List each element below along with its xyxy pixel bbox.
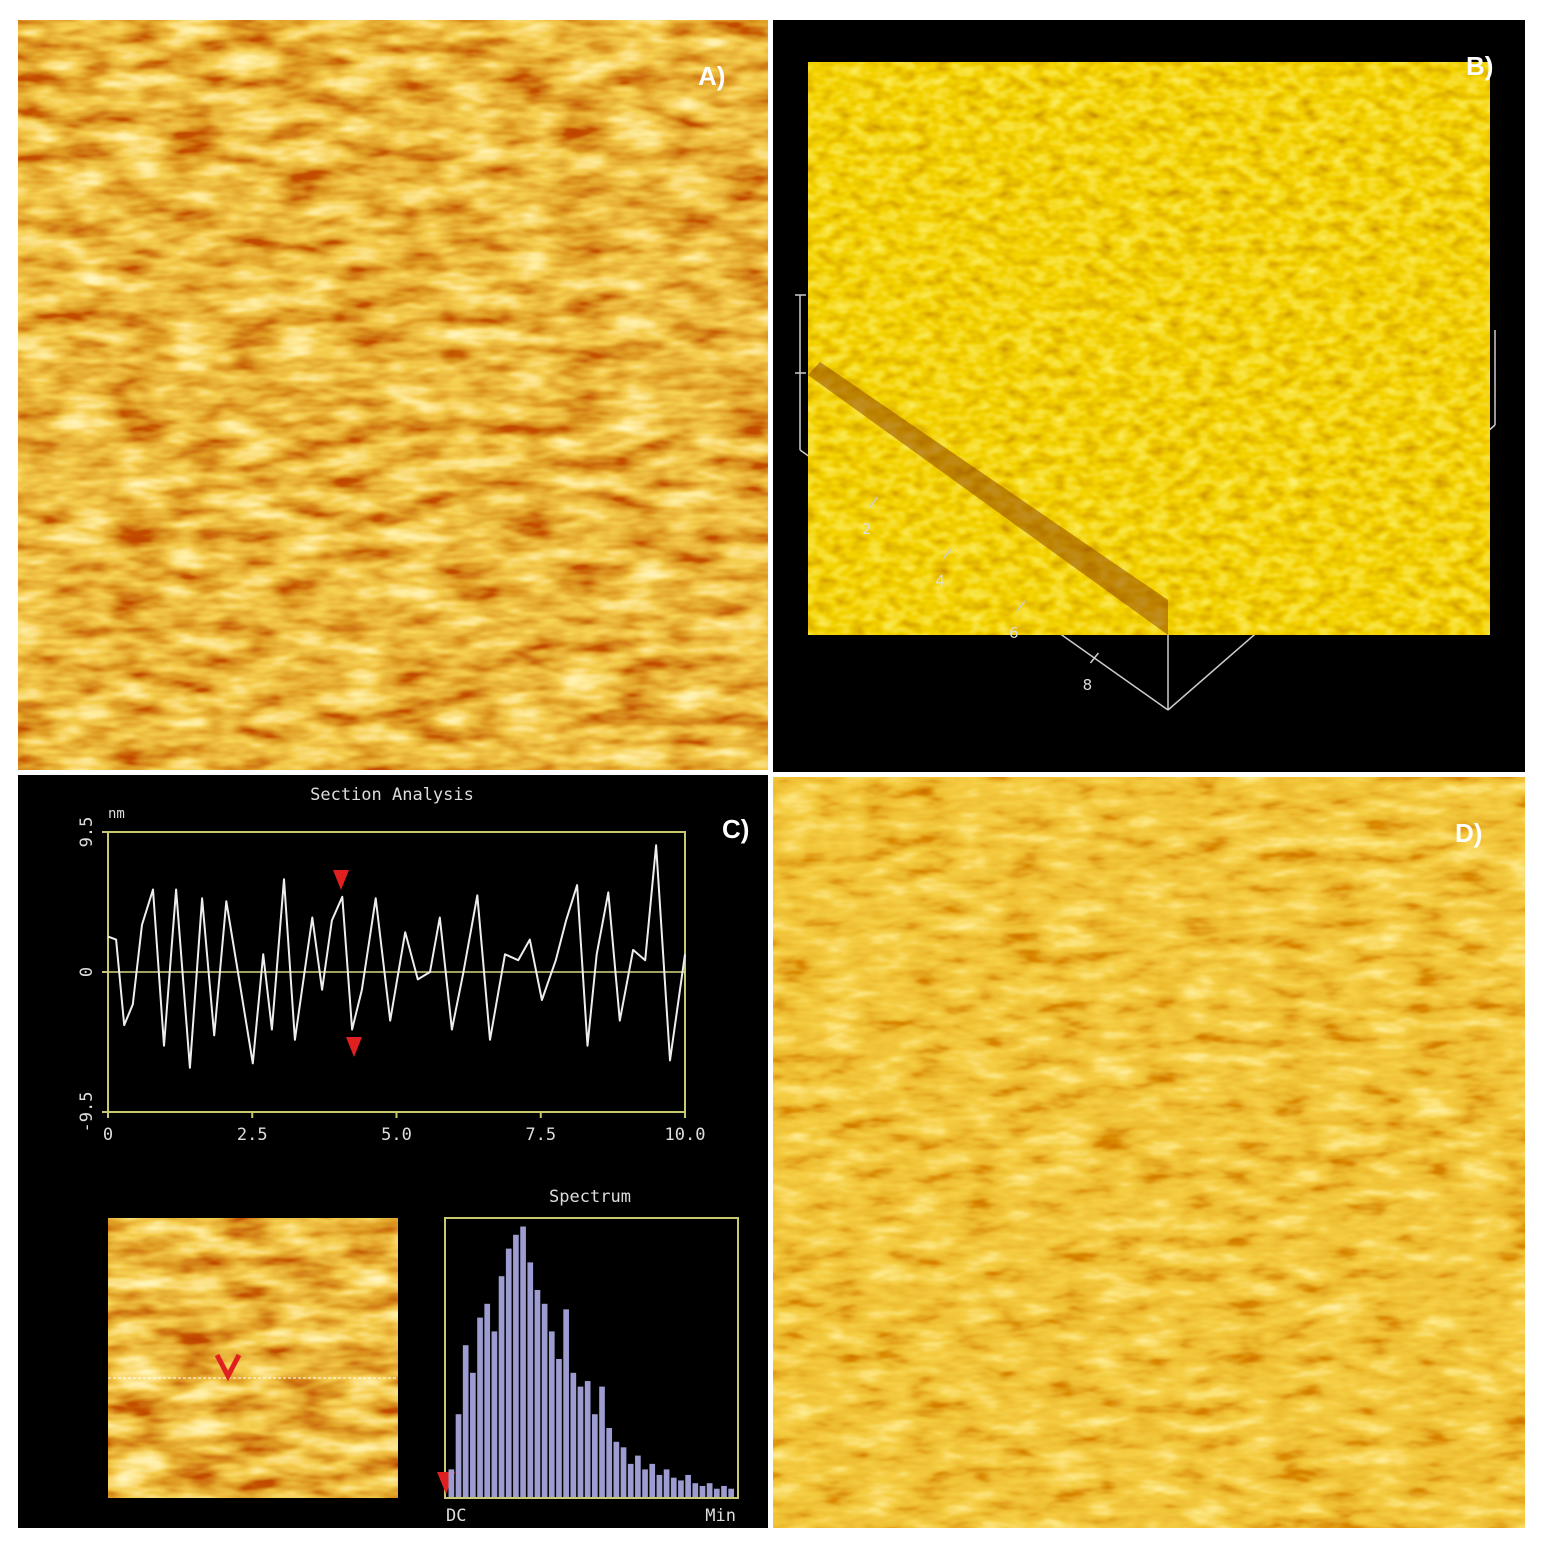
spectrum-x-label: Min <box>705 1506 736 1526</box>
surface-edge <box>808 362 1168 635</box>
spectrum-bar <box>685 1474 691 1497</box>
spectrum-bar <box>692 1483 699 1497</box>
spectrum-bar <box>484 1303 491 1497</box>
afm-inset <box>108 1218 398 1498</box>
axis-tick-label: 2 <box>862 520 872 538</box>
y-unit: nm <box>108 806 125 822</box>
spectrum-bar <box>642 1469 648 1497</box>
spectrum-bar <box>541 1303 548 1497</box>
spectrum-bar <box>470 1372 476 1497</box>
axis-tick-label: 6 <box>1009 624 1019 642</box>
spectrum-bar <box>728 1488 734 1497</box>
section-marker <box>214 1353 242 1382</box>
spectrum-bar <box>505 1248 512 1497</box>
spectrum-frame <box>444 1217 739 1499</box>
spectrum-bar <box>656 1474 663 1497</box>
spectrum-bar <box>663 1469 670 1497</box>
x-tick-label: 10.0 <box>665 1125 706 1145</box>
spectrum-bar <box>534 1290 541 1497</box>
spectrum-bar <box>678 1480 684 1497</box>
spectrum-bar <box>649 1463 656 1497</box>
y-tick-label: 9.5 <box>77 817 97 848</box>
spectrum-bar <box>620 1447 627 1497</box>
spectrum-bar <box>462 1345 469 1497</box>
spectrum-bar <box>556 1359 562 1497</box>
panel-label: B) <box>1466 51 1493 81</box>
cursor-marker <box>333 870 349 890</box>
axis-tick <box>1016 600 1026 612</box>
cursor-marker <box>346 1037 362 1057</box>
afm-image-a <box>18 20 768 770</box>
spectrum-bar <box>606 1428 613 1497</box>
spectrum-bar <box>713 1488 720 1497</box>
spectrum-bar <box>592 1414 598 1497</box>
spectrum-x-label: DC <box>446 1506 466 1526</box>
x-tick-label: 2.5 <box>237 1125 268 1145</box>
spectrum-bar <box>448 1469 455 1497</box>
x-tick-label: 0 <box>103 1125 113 1145</box>
spectrum-bar <box>706 1483 713 1497</box>
spectrum-bar <box>699 1485 706 1497</box>
spectrum-bar <box>584 1381 591 1497</box>
axis-tick-label: 8 <box>1083 676 1093 694</box>
afm-image-d <box>773 777 1525 1528</box>
spectrum-bar <box>491 1331 498 1497</box>
spectrum-bar <box>513 1234 519 1497</box>
spectrum-bar <box>548 1331 555 1497</box>
spectrum-bar <box>455 1414 462 1497</box>
panel-label: A) <box>698 61 725 91</box>
spectrum-bar <box>563 1309 569 1497</box>
profile-line <box>107 844 686 1069</box>
spectrum-bar <box>613 1441 620 1497</box>
y-tick-label: 0 <box>77 967 97 977</box>
axis-tick-label: 4 <box>935 572 945 590</box>
spectrum-title: Spectrum <box>549 1187 631 1207</box>
axis-tick <box>942 548 952 560</box>
spectrum-bar <box>570 1372 577 1497</box>
panel-label: C) <box>722 814 749 844</box>
spectrum-bar <box>498 1276 505 1497</box>
spectrum-bar <box>577 1386 584 1497</box>
chart-title: Section Analysis <box>310 785 474 805</box>
3d-axes <box>795 294 1496 711</box>
axis-tick <box>869 496 879 508</box>
spectrum-bar <box>599 1386 605 1497</box>
axis-tick <box>1089 652 1099 664</box>
spectrum-bar <box>627 1463 634 1497</box>
spectrum-bar <box>477 1317 483 1497</box>
x-tick-label: 5.0 <box>381 1125 412 1145</box>
panel-label: D) <box>1455 818 1482 848</box>
spectrum-bar <box>721 1485 727 1497</box>
spectrum-bar <box>635 1455 641 1497</box>
spectrum-bar <box>520 1226 526 1497</box>
y-tick-label: -9.5 <box>77 1092 97 1133</box>
x-tick-label: 7.5 <box>525 1125 556 1145</box>
spectrum-bar <box>527 1262 534 1497</box>
spectrum-bar <box>670 1477 677 1497</box>
